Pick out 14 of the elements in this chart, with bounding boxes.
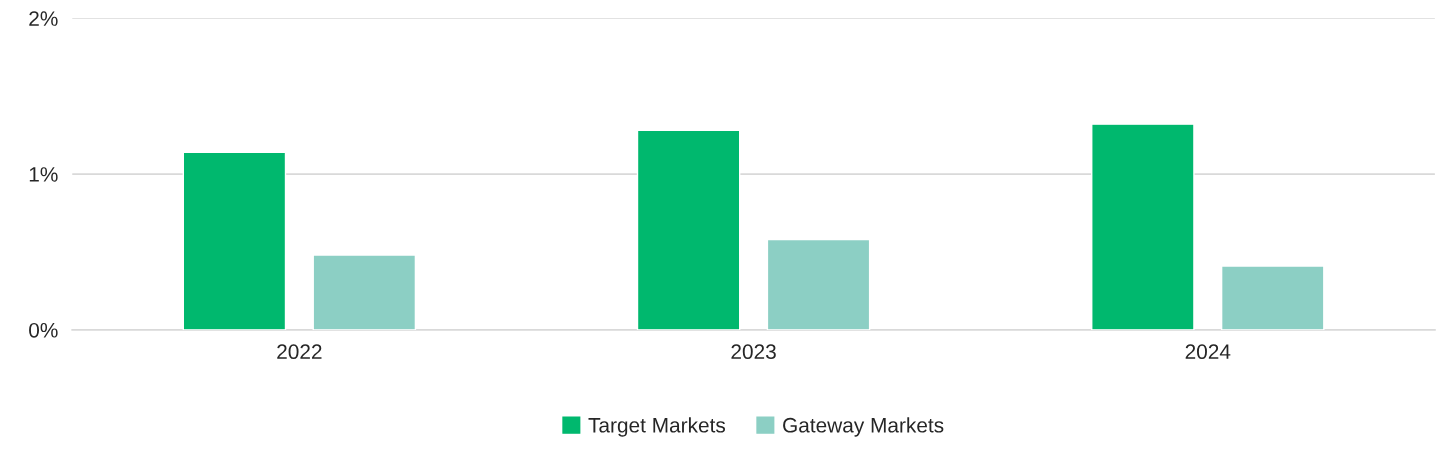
x-tick-label: 2022 — [277, 344, 322, 360]
x-tick-label: 2024 — [1185, 344, 1231, 360]
bar — [636, 129, 741, 330]
bar — [766, 238, 871, 330]
x-tick-label: 2023 — [731, 344, 776, 360]
bar — [312, 254, 417, 330]
y-tick-label: 2% — [29, 11, 58, 26]
bar — [1091, 123, 1195, 330]
y-tick-label: 0% — [29, 322, 58, 338]
y-tick-label: 1% — [29, 167, 58, 182]
bar — [1220, 265, 1325, 330]
legend-label: Target Markets — [588, 417, 726, 437]
legend-label: Gateway Markets — [783, 417, 944, 437]
bar — [182, 151, 287, 330]
